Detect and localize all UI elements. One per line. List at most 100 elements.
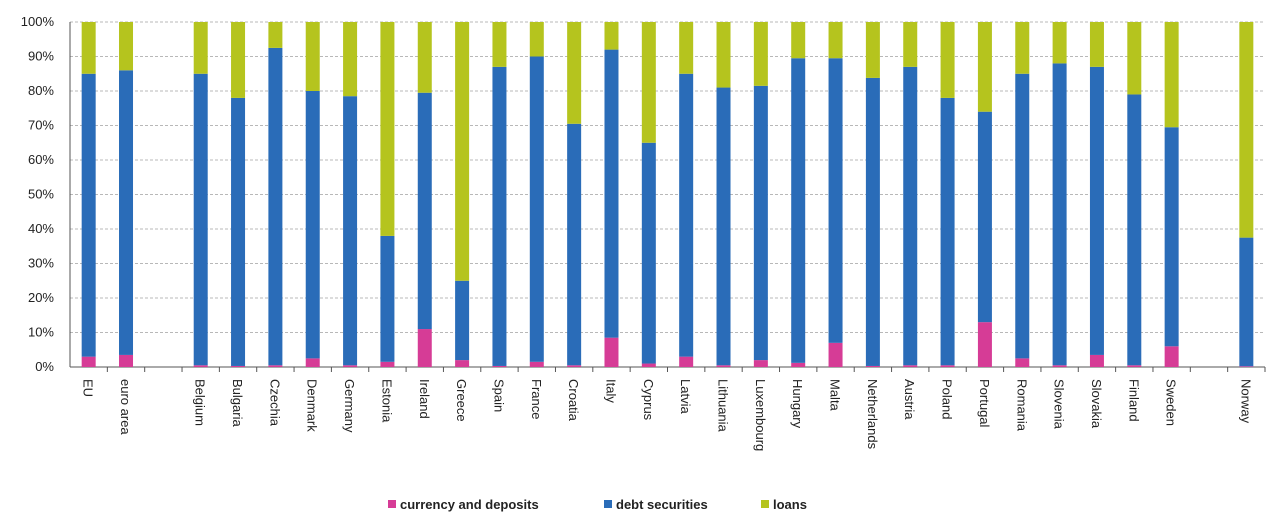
bar-segment-loans bbox=[791, 22, 806, 59]
bar-segment-loans bbox=[679, 22, 694, 74]
bar-segment-loans bbox=[231, 22, 246, 98]
bar-segment-debt-securities bbox=[567, 123, 582, 366]
bar-segment-currency-and-deposits bbox=[119, 354, 134, 367]
legend-swatch bbox=[388, 500, 396, 508]
x-tick-label: Greece bbox=[454, 379, 469, 422]
x-tick-label: Denmark bbox=[305, 379, 320, 432]
bar-segment-debt-securities bbox=[865, 77, 880, 366]
bar-segment-loans bbox=[529, 22, 544, 57]
bar-segment-currency-and-deposits bbox=[865, 365, 880, 367]
x-tick-label: Netherlands bbox=[865, 379, 880, 450]
bar-segment-loans bbox=[828, 22, 843, 59]
bar-segment-debt-securities bbox=[1015, 73, 1030, 359]
bar-segment-currency-and-deposits bbox=[753, 360, 768, 367]
y-tick-label: 50% bbox=[28, 187, 54, 202]
bar-segment-currency-and-deposits bbox=[193, 365, 208, 367]
legend-swatch bbox=[604, 500, 612, 508]
bar-segment-loans bbox=[380, 22, 395, 236]
bar-segment-currency-and-deposits bbox=[417, 329, 432, 367]
x-tick-label: Latvia bbox=[678, 379, 693, 414]
bar-segment-debt-securities bbox=[679, 73, 694, 357]
x-tick-label: EU bbox=[81, 379, 96, 397]
bar-segment-currency-and-deposits bbox=[679, 356, 694, 367]
x-tick-label: Austria bbox=[902, 379, 917, 420]
bar-segment-currency-and-deposits bbox=[641, 363, 656, 367]
bar-segment-loans bbox=[940, 22, 955, 98]
x-tick-label: Finland bbox=[1126, 379, 1141, 422]
x-tick-label: Belgium bbox=[193, 379, 208, 426]
bar-segment-currency-and-deposits bbox=[791, 362, 806, 367]
y-tick-label: 40% bbox=[28, 221, 54, 236]
bar-segment-currency-and-deposits bbox=[380, 361, 395, 367]
bar-segment-debt-securities bbox=[604, 49, 619, 338]
y-tick-label: 60% bbox=[28, 152, 54, 167]
bars bbox=[81, 22, 1254, 367]
bar-segment-loans bbox=[455, 22, 470, 281]
y-tick-label: 10% bbox=[28, 325, 54, 340]
bar-segment-loans bbox=[1015, 22, 1030, 74]
x-tick-label: Romania bbox=[1014, 379, 1029, 432]
legend-label: debt securities bbox=[616, 497, 708, 512]
x-tick-label: Bulgaria bbox=[230, 379, 245, 427]
bar-segment-currency-and-deposits bbox=[1089, 354, 1104, 367]
bar-segment-loans bbox=[492, 22, 507, 67]
bar-segment-currency-and-deposits bbox=[1015, 358, 1030, 367]
bar-segment-debt-securities bbox=[231, 97, 246, 366]
bar-segment-loans bbox=[1127, 22, 1142, 95]
x-tick-label: Cyprus bbox=[641, 379, 656, 421]
bar-segment-loans bbox=[641, 22, 656, 143]
bar-segment-loans bbox=[305, 22, 320, 91]
y-tick-label: 30% bbox=[28, 256, 54, 271]
bar-segment-currency-and-deposits bbox=[343, 365, 358, 367]
bar-segment-currency-and-deposits bbox=[1164, 346, 1179, 367]
bar-segment-loans bbox=[343, 22, 358, 97]
bar-segment-loans bbox=[865, 22, 880, 78]
bar-segment-currency-and-deposits bbox=[1239, 366, 1254, 367]
bar-segment-debt-securities bbox=[641, 142, 656, 364]
x-tick-label: Poland bbox=[940, 379, 955, 419]
bar-segment-debt-securities bbox=[828, 58, 843, 343]
x-tick-label: Sweden bbox=[1164, 379, 1179, 426]
bar-segment-debt-securities bbox=[791, 58, 806, 363]
bar-segment-currency-and-deposits bbox=[455, 360, 470, 367]
y-tick-label: 100% bbox=[21, 14, 55, 29]
bar-segment-debt-securities bbox=[268, 47, 283, 366]
x-tick-label: Lithuania bbox=[716, 379, 731, 433]
bar-segment-debt-securities bbox=[1239, 237, 1254, 367]
bar-segment-currency-and-deposits bbox=[1127, 365, 1142, 367]
bar-segment-currency-and-deposits bbox=[604, 337, 619, 367]
bar-segment-loans bbox=[604, 22, 619, 50]
bar-segment-currency-and-deposits bbox=[977, 322, 992, 367]
bar-segment-debt-securities bbox=[492, 66, 507, 366]
x-tick-label: Czechia bbox=[267, 379, 282, 427]
bar-segment-debt-securities bbox=[119, 70, 134, 355]
bar-segment-debt-securities bbox=[716, 87, 731, 366]
bar-segment-currency-and-deposits bbox=[529, 361, 544, 367]
x-tick-label: Germany bbox=[342, 379, 357, 433]
x-tick-label: Malta bbox=[828, 379, 843, 412]
bar-segment-debt-securities bbox=[940, 97, 955, 366]
bar-segment-debt-securities bbox=[753, 85, 768, 361]
y-tick-label: 90% bbox=[28, 49, 54, 64]
x-tick-label: Spain bbox=[491, 379, 506, 412]
bar-segment-loans bbox=[1089, 22, 1104, 67]
x-tick-label: France bbox=[529, 379, 544, 419]
x-tick-label: Estonia bbox=[379, 379, 394, 423]
y-tick-label: 20% bbox=[28, 290, 54, 305]
x-tick-label: Portugal bbox=[977, 379, 992, 428]
x-tick-label: Hungary bbox=[790, 379, 805, 429]
bar-segment-currency-and-deposits bbox=[1052, 365, 1067, 367]
x-tick-label: euro area bbox=[118, 379, 133, 435]
bar-segment-debt-securities bbox=[529, 56, 544, 362]
bar-segment-currency-and-deposits bbox=[305, 358, 320, 367]
bar-segment-loans bbox=[716, 22, 731, 88]
legend: currency and deposits debt securities loan… bbox=[388, 497, 807, 512]
bar-segment-debt-securities bbox=[1089, 66, 1104, 355]
bar-segment-currency-and-deposits bbox=[231, 365, 246, 367]
bar-segment-loans bbox=[193, 22, 208, 74]
bar-segment-loans bbox=[567, 22, 582, 124]
x-tick-label: Slovenia bbox=[1052, 379, 1067, 430]
bar-segment-currency-and-deposits bbox=[940, 365, 955, 367]
